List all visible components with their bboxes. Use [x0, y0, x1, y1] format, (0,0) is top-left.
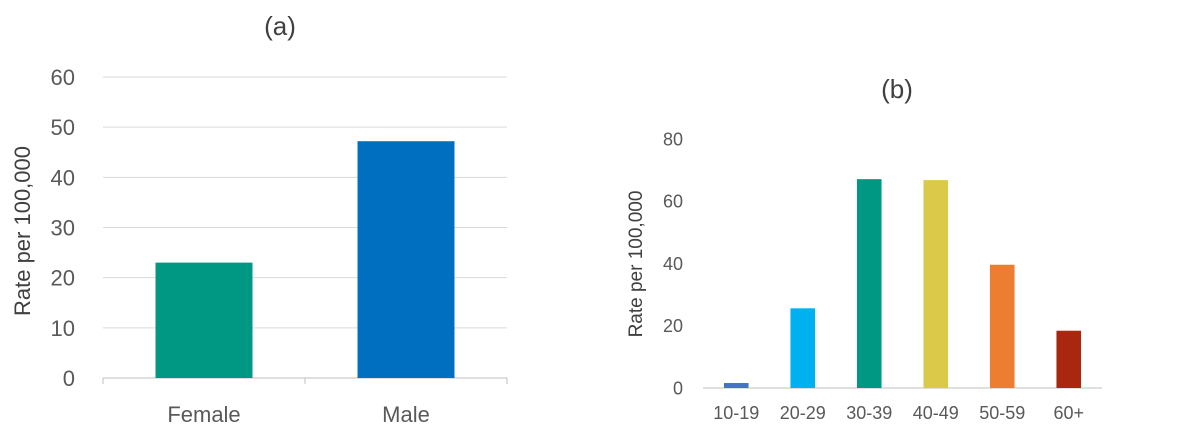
chart-a-x-tick-label: Female — [167, 402, 240, 427]
chart-a-y-tick-label: 10 — [51, 316, 75, 341]
chart-a-y-tick-label: 60 — [51, 65, 75, 90]
chart-a-bar-female — [156, 263, 253, 378]
chart-a-y-tick-label: 0 — [63, 366, 75, 391]
chart-a-y-tick-label: 40 — [51, 165, 75, 190]
chart-a-x-tick-label: Male — [382, 402, 430, 427]
chart-a-y-tick-label: 20 — [51, 266, 75, 291]
chart-a-y-tick-label: 50 — [51, 115, 75, 140]
chart-a-y-axis-title: Rate per 100,000 — [10, 146, 35, 316]
chart-a-title: (a) — [264, 11, 296, 41]
chart-a-bar-male — [358, 141, 455, 378]
chart-a-y-tick-label: 30 — [51, 215, 75, 240]
